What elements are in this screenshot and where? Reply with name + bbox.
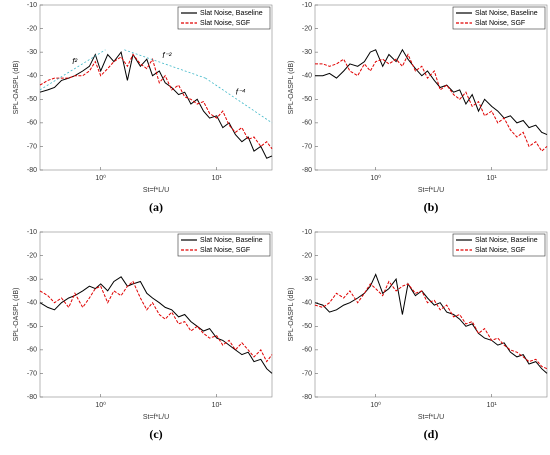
legend-label: Slat Noise, Baseline — [200, 10, 263, 17]
series-line — [315, 53, 548, 152]
x-axis-label: St=f*L/U — [418, 187, 444, 194]
subplot: -80 -70 -60 -50 -40 -30 -20 -10 10⁰ 10¹ St=f*L/U SP… — [288, 2, 548, 214]
y-tick-label: -20 — [27, 25, 37, 32]
x-tick-label: 10¹ — [212, 175, 223, 182]
y-tick-label: -80 — [302, 394, 312, 401]
legend-label: Slat Noise, SGF — [475, 247, 525, 254]
subplot: -80 -70 -60 -50 -40 -30 -20 -10 10⁰ 10¹ St=f*L/U SP… — [13, 229, 273, 441]
y-tick-label: -60 — [302, 120, 312, 127]
series-line — [39, 280, 273, 363]
plot-area — [314, 4, 548, 171]
y-tick-label: -40 — [302, 300, 312, 307]
y-tick-label: -30 — [302, 276, 312, 283]
y-tick-label: -10 — [302, 2, 312, 9]
panel-label: (a) — [149, 200, 163, 214]
x-tick-label: 10⁰ — [95, 401, 106, 409]
y-tick-label: -10 — [302, 229, 312, 236]
legend-box — [177, 6, 271, 30]
y-axis-label: SPL-OASPL (dB) — [13, 61, 20, 115]
series-line — [39, 50, 273, 159]
x-tick-label: 10¹ — [487, 175, 498, 182]
annotation: f² — [72, 57, 77, 66]
panel-label: (d) — [424, 427, 439, 441]
y-tick-label: -50 — [302, 323, 312, 330]
y-tick-label: -70 — [302, 143, 312, 150]
panel-label: (b) — [424, 200, 439, 214]
subplot: -80 -70 -60 -50 -40 -30 -20 -10 10⁰ 10¹ St=f*L/U SP… — [13, 2, 273, 214]
y-tick-label: -60 — [27, 120, 37, 127]
series-line — [315, 48, 548, 136]
reference-line — [39, 49, 106, 91]
y-tick-label: -50 — [27, 96, 37, 103]
x-tick-label: 10¹ — [487, 402, 498, 409]
y-axis-label: SPL-OASPL (dB) — [13, 288, 20, 342]
y-tick-label: -20 — [27, 252, 37, 259]
y-tick-label: -50 — [302, 96, 312, 103]
annotation: f⁻⁴ — [236, 88, 246, 97]
y-axis-label: SPL-OASPL (dB) — [288, 288, 295, 342]
y-tick-label: -60 — [27, 347, 37, 354]
series-line — [314, 280, 548, 370]
legend-label: Slat Noise, SGF — [200, 247, 250, 254]
y-tick-label: -70 — [27, 143, 37, 150]
y-tick-label: -60 — [302, 347, 312, 354]
legend-label: Slat Noise, SGF — [200, 20, 250, 27]
y-tick-label: -70 — [27, 370, 37, 377]
legend-box — [452, 6, 546, 30]
reference-line — [205, 77, 273, 124]
y-tick-label: -30 — [302, 49, 312, 56]
legend-label: Slat Noise, SGF — [475, 20, 525, 27]
x-axis-label: St=f*L/U — [143, 414, 169, 421]
plot-area — [314, 231, 548, 398]
y-axis-label: SPL-OASPL (dB) — [288, 61, 295, 115]
y-tick-label: -20 — [302, 252, 312, 259]
y-tick-label: -10 — [27, 2, 37, 9]
plot-area — [39, 231, 273, 398]
y-tick-label: -70 — [302, 370, 312, 377]
panel-label: (c) — [149, 427, 162, 441]
x-tick-label: 10¹ — [212, 402, 223, 409]
series-line — [39, 53, 273, 150]
series-line — [314, 273, 548, 374]
x-axis-label: St=f*L/U — [418, 414, 444, 421]
y-tick-label: -80 — [27, 394, 37, 401]
annotation: f⁻² — [162, 51, 171, 60]
x-tick-label: 10⁰ — [370, 174, 381, 182]
legend-box — [452, 233, 546, 257]
y-tick-label: -30 — [27, 49, 37, 56]
legend-box — [177, 233, 271, 257]
series-line — [39, 276, 273, 374]
y-tick-label: -40 — [302, 73, 312, 80]
y-tick-label: -10 — [27, 229, 37, 236]
y-tick-label: -50 — [27, 323, 37, 330]
legend-label: Slat Noise, Baseline — [200, 237, 263, 244]
legend-label: Slat Noise, Baseline — [475, 10, 538, 17]
subplot: -80 -70 -60 -50 -40 -30 -20 -10 10⁰ 10¹ St=f*L/U SP… — [288, 229, 548, 441]
y-tick-label: -80 — [27, 167, 37, 174]
x-tick-label: 10⁰ — [370, 401, 381, 409]
y-tick-label: -80 — [302, 167, 312, 174]
y-tick-label: -40 — [27, 73, 37, 80]
y-tick-label: -40 — [27, 300, 37, 307]
y-tick-label: -30 — [27, 276, 37, 283]
y-tick-label: -20 — [302, 25, 312, 32]
legend-label: Slat Noise, Baseline — [475, 237, 538, 244]
plot-area — [39, 4, 273, 171]
x-axis-label: St=f*L/U — [143, 187, 169, 194]
x-tick-label: 10⁰ — [95, 174, 106, 182]
